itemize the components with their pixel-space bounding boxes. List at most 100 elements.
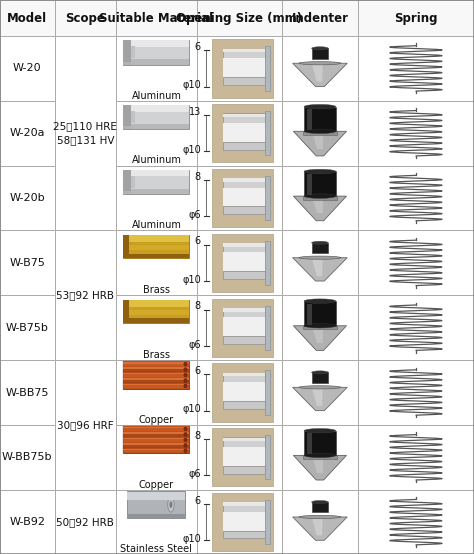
Bar [265,240,271,285]
Ellipse shape [304,170,336,174]
Polygon shape [293,455,346,480]
Bar [223,531,265,538]
Polygon shape [293,131,346,156]
Text: 30～96 HRF: 30～96 HRF [57,420,114,430]
Text: Aluminum: Aluminum [131,91,182,101]
Bar [223,142,265,150]
Bar [265,176,271,220]
Bar [223,308,265,311]
Text: 6: 6 [195,366,201,376]
Text: Stainless Steel: Stainless Steel [120,545,192,554]
Text: W-BB75: W-BB75 [6,387,49,398]
Ellipse shape [304,129,336,134]
Bar [282,0,358,36]
Bar [123,361,190,388]
Ellipse shape [184,362,187,366]
Bar [197,425,282,490]
Bar [197,295,282,360]
Text: W-20a: W-20a [9,128,45,138]
Bar [223,401,265,409]
Bar [223,502,265,506]
Ellipse shape [311,47,328,50]
Ellipse shape [311,500,328,504]
Bar [123,40,131,64]
Bar [0,295,55,360]
Bar [123,449,190,450]
Bar [123,361,190,367]
Bar [116,360,197,425]
Ellipse shape [299,386,341,389]
Text: Brass: Brass [143,285,170,295]
Ellipse shape [299,515,341,519]
Bar [223,114,265,117]
Bar [131,59,190,64]
Bar [0,490,55,554]
Bar [123,443,190,448]
Bar [223,243,265,253]
Ellipse shape [304,299,336,304]
Bar [265,111,271,156]
Text: 13: 13 [189,107,201,117]
Text: W-20b: W-20b [9,193,45,203]
Bar [223,188,265,207]
Text: 53～92 HRB: 53～92 HRB [56,290,114,300]
Bar [212,234,273,292]
Bar [123,105,190,111]
Bar [197,230,282,295]
Bar [265,305,271,350]
Bar [131,111,135,123]
Bar [123,300,128,322]
Bar [123,383,190,388]
Polygon shape [292,517,347,540]
Bar [265,500,271,545]
Text: Copper: Copper [139,480,174,490]
Bar [197,101,282,166]
Polygon shape [293,326,346,350]
Bar [311,372,328,383]
Bar [212,169,273,227]
Bar [223,466,265,474]
Text: φ10: φ10 [182,145,201,155]
Text: W-B75b: W-B75b [6,322,49,333]
Bar [123,362,190,363]
Text: Brass: Brass [143,350,170,360]
Bar [303,131,337,135]
Bar [265,46,271,91]
Ellipse shape [184,449,187,453]
Ellipse shape [170,502,172,507]
Bar [123,235,128,258]
Bar [116,0,197,36]
Bar [123,170,131,194]
Text: W-B75: W-B75 [9,258,45,268]
Bar [223,123,265,142]
Bar [282,490,358,554]
Bar [55,230,116,360]
Bar [55,490,116,554]
Bar [123,384,190,386]
Bar [0,101,55,166]
Bar [123,438,190,439]
Bar [223,207,265,214]
Ellipse shape [311,371,328,374]
Bar [282,425,358,490]
Bar [123,235,190,258]
Bar [304,172,336,196]
Text: W-B92: W-B92 [9,517,45,527]
Bar [223,49,265,52]
Bar [55,36,116,230]
Bar [311,502,328,512]
Bar [223,308,265,317]
Text: φ6: φ6 [188,340,201,350]
Bar [128,492,185,500]
Bar [0,166,55,230]
Bar [358,101,474,166]
Bar [311,243,328,253]
Ellipse shape [304,324,336,328]
Ellipse shape [184,384,187,388]
Polygon shape [312,517,323,535]
Bar [123,367,190,369]
Bar [116,36,197,101]
Bar [223,512,265,531]
Bar [223,253,265,271]
Bar [223,438,265,447]
